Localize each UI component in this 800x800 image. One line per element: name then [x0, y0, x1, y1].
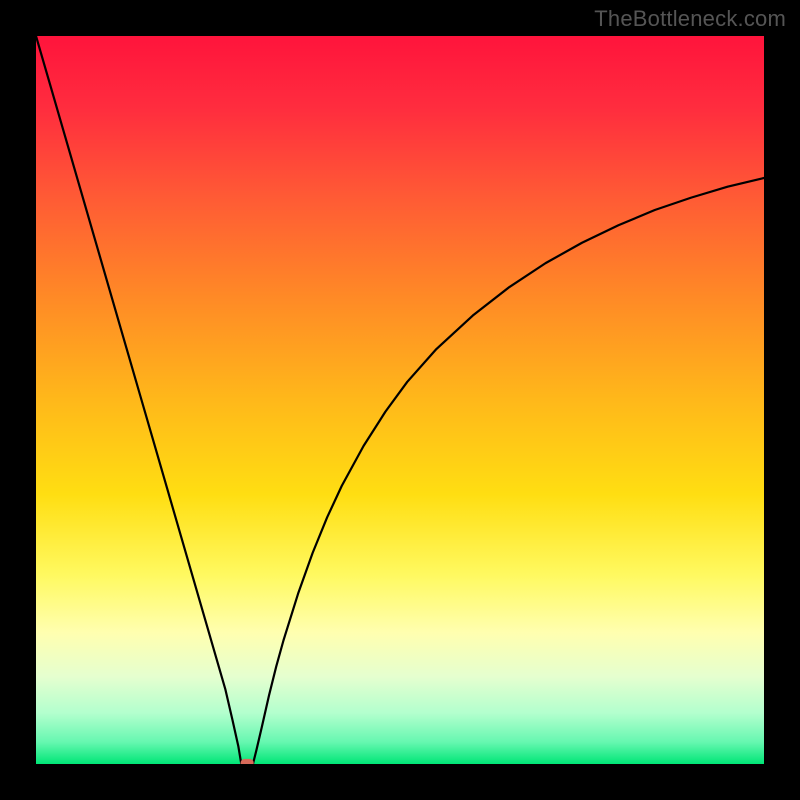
chart-svg: [36, 36, 764, 764]
gradient-background: [36, 36, 764, 764]
minimum-marker: [241, 759, 254, 764]
plot-area: [36, 36, 764, 764]
chart-container: TheBottleneck.com: [0, 0, 800, 800]
watermark-text: TheBottleneck.com: [594, 6, 786, 32]
